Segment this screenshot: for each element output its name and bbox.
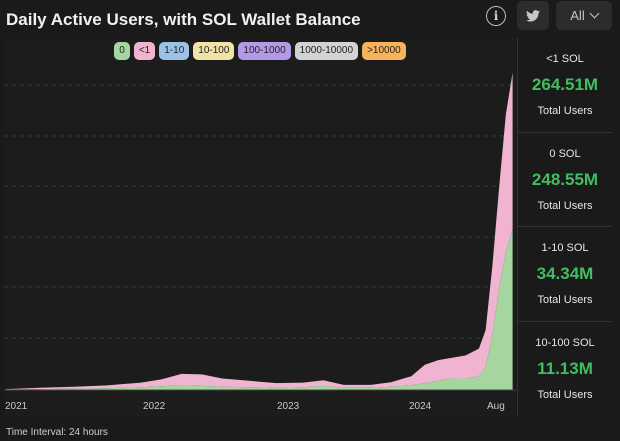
stat-sub: Total Users xyxy=(537,388,593,401)
filter-select[interactable]: All xyxy=(556,1,612,30)
x-tick-label: 2024 xyxy=(409,401,432,412)
x-tick-label: 2022 xyxy=(143,401,166,412)
info-icon[interactable]: i xyxy=(486,6,506,26)
chevron-down-icon xyxy=(589,8,600,19)
stat-value: 248.55M xyxy=(531,169,599,189)
stat-card: 0 SOL 248.55M Total Users xyxy=(518,133,612,227)
legend-item-3[interactable]: 10-100 xyxy=(193,42,235,60)
legend-item-4[interactable]: 100-1000 xyxy=(238,42,291,60)
stat-value: 264.51M xyxy=(531,75,599,94)
header: Daily Active Users, with SOL Wallet Bala… xyxy=(0,0,620,38)
stat-sub: Total Users xyxy=(537,294,593,306)
legend: 0 <1 1-10 10-100 100-1000 1000-10000 >10000 xyxy=(4,42,516,60)
legend-item-5[interactable]: 1000-10000 xyxy=(294,42,359,60)
chart-area: 2021 2022 2023 2024 Aug 0 <1 1-10 10-100 100-100… xyxy=(4,38,516,416)
stat-value: 34.34M xyxy=(536,264,594,283)
legend-item-6[interactable]: >10000 xyxy=(362,42,406,60)
chart-svg: 2021 2022 2023 2024 Aug xyxy=(4,72,516,412)
twitter-share-button[interactable] xyxy=(517,1,549,30)
filter-label: All xyxy=(570,8,585,23)
stat-label: 0 SOL xyxy=(549,147,581,160)
stat-card: 10-100 SOL 11.13M Total Users xyxy=(518,322,612,417)
series-lt1-area xyxy=(6,72,513,390)
stat-card: 1-10 SOL 34.34M Total Users xyxy=(518,227,612,322)
legend-item-1[interactable]: <1 xyxy=(133,42,156,60)
legend-item-2[interactable]: 1-10 xyxy=(159,42,190,60)
chart-title: Daily Active Users, with SOL Wallet Bala… xyxy=(6,10,361,29)
stat-sub: Total Users xyxy=(537,199,593,212)
stat-card: <1 SOL 264.51M Total Users xyxy=(518,38,612,133)
stats-sidebar: <1 SOL 264.51M Total Users 0 SOL 248.55M Tota… xyxy=(517,38,612,416)
x-tick-label: 2023 xyxy=(277,401,300,412)
x-tick-label: 2021 xyxy=(5,401,28,412)
twitter-icon xyxy=(526,9,540,22)
stat-label: 10-100 SOL xyxy=(535,336,595,349)
stat-label: 1-10 SOL xyxy=(541,242,589,254)
stat-label: <1 SOL xyxy=(546,53,584,65)
time-interval-label: Time Interval: 24 hours xyxy=(6,427,108,438)
stat-value: 11.13M xyxy=(537,358,593,378)
stat-sub: Total Users xyxy=(537,105,593,117)
x-tick-label: Aug xyxy=(487,401,505,412)
legend-item-0[interactable]: 0 xyxy=(114,42,130,60)
